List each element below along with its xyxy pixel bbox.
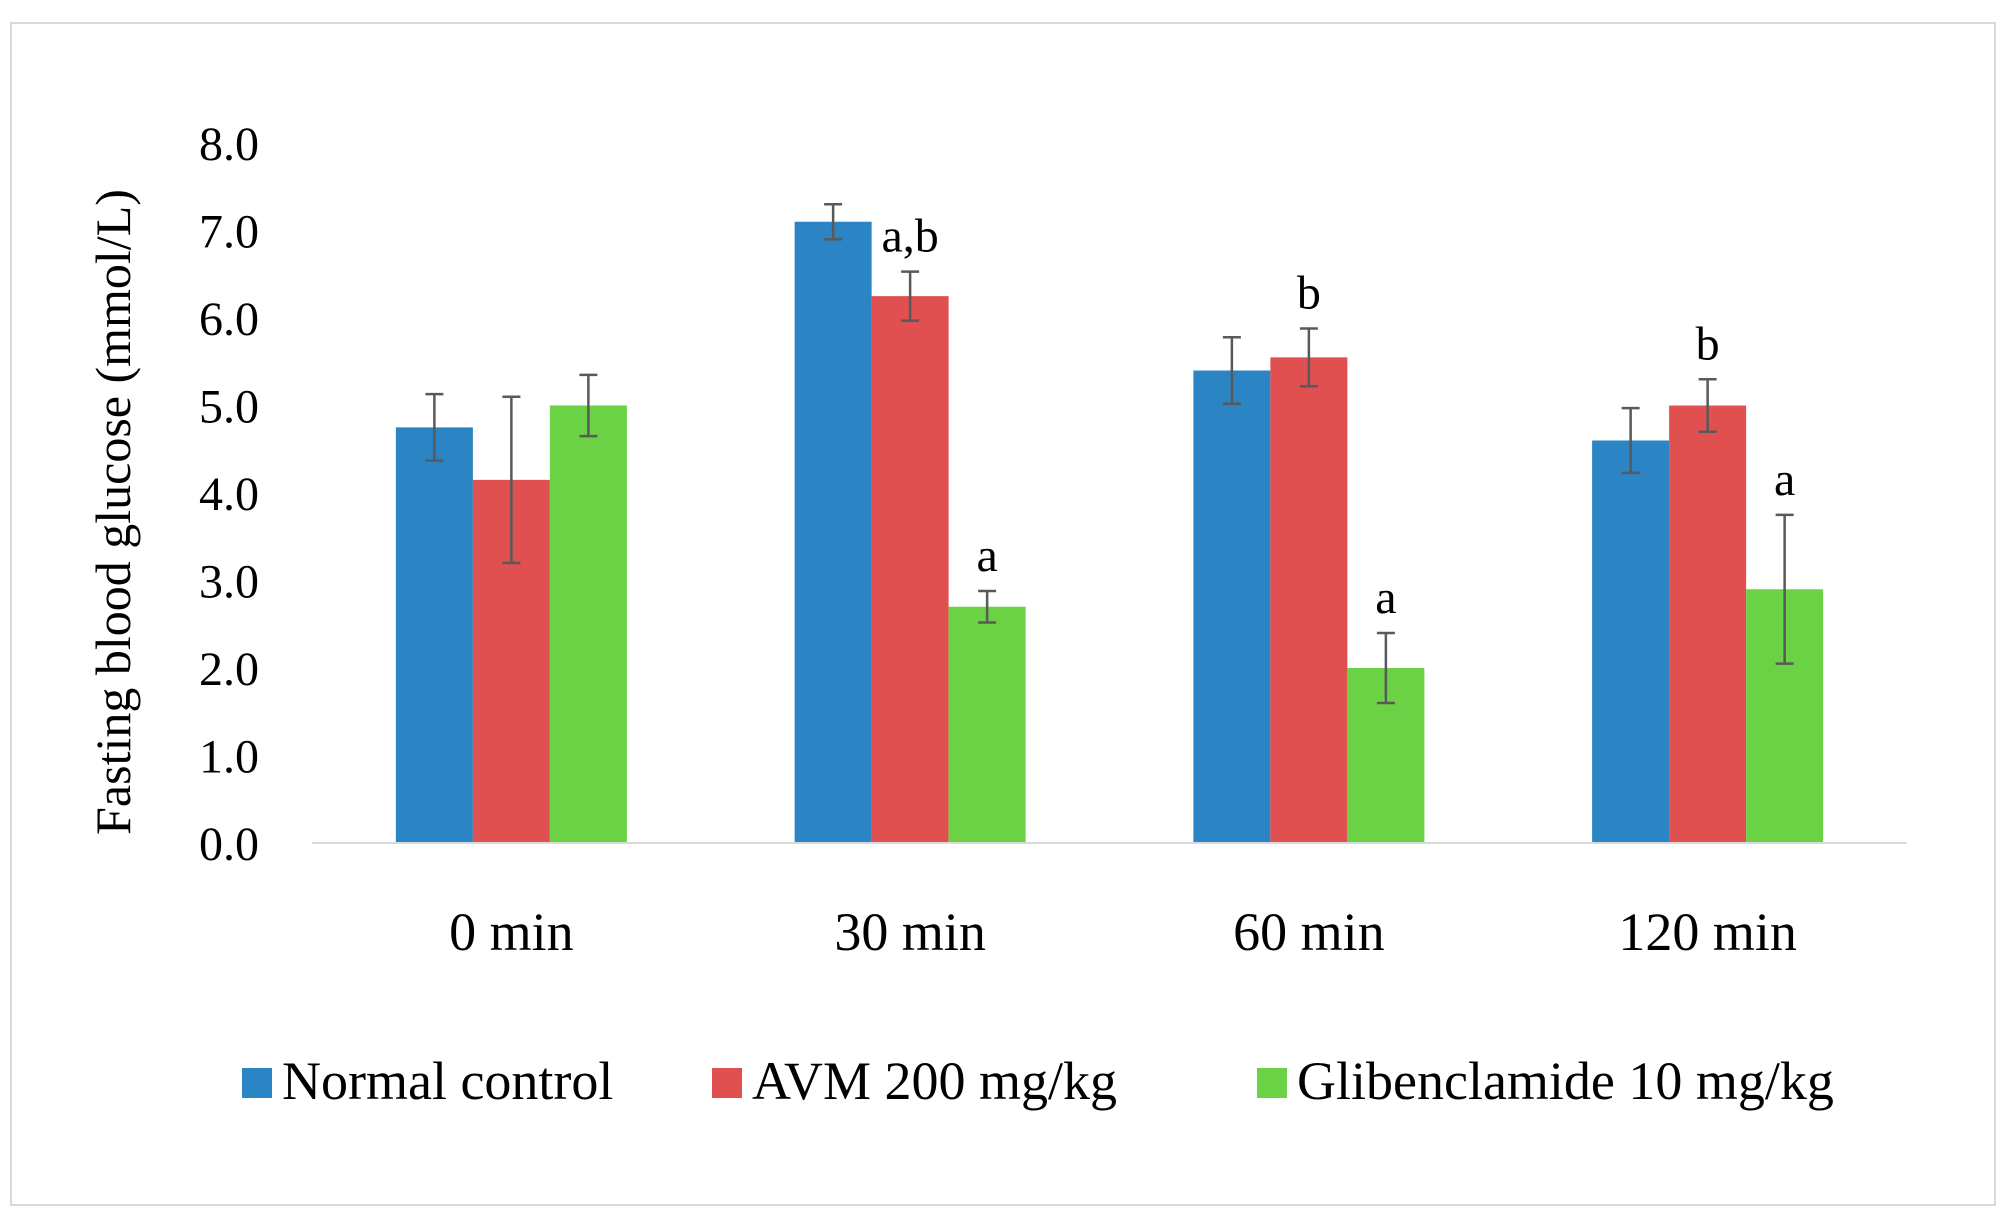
error-bar — [1376, 631, 1395, 705]
error-bar — [502, 395, 521, 565]
error-bar — [824, 203, 843, 241]
error-bar — [901, 270, 920, 322]
y-tick-label: 8.0 — [199, 118, 259, 171]
bar — [549, 405, 627, 843]
y-tick-label: 5.0 — [199, 381, 259, 434]
chart-frame: Fasting blood glucose (mmol/L) 0.0 1.0 2.0… — [10, 22, 1996, 1206]
bar — [1669, 405, 1747, 843]
x-tick-label: 60 min — [1233, 902, 1385, 962]
bar — [395, 427, 473, 843]
error-bar — [1698, 378, 1717, 433]
error-bar — [579, 373, 598, 438]
legend-label: Normal control — [282, 1051, 613, 1111]
error-bars-group — [425, 203, 1794, 705]
y-axis-ticks: 0.0 1.0 2.0 3.0 4.0 5.0 6.0 7.0 8.0 — [199, 118, 259, 871]
error-bar — [1222, 336, 1241, 405]
x-tick-label: 120 min — [1618, 902, 1797, 962]
x-axis-ticks: 0 min 30 min 60 min 120 min — [449, 902, 1797, 962]
y-tick-label: 3.0 — [199, 556, 259, 609]
significance-annotation: a — [1774, 453, 1795, 506]
y-tick-label: 2.0 — [199, 643, 259, 696]
legend-swatch — [1257, 1068, 1287, 1098]
x-tick-label: 30 min — [834, 902, 986, 962]
error-bar — [1775, 513, 1794, 665]
bar — [1592, 440, 1670, 843]
y-tick-label: 1.0 — [199, 731, 259, 784]
significance-annotation: b — [1297, 267, 1321, 320]
error-bar — [978, 589, 997, 624]
bar — [794, 221, 872, 843]
legend-swatch — [712, 1068, 742, 1098]
significance-annotation: a — [1375, 571, 1396, 624]
significance-annotation: a — [976, 529, 997, 582]
legend-label: AVM 200 mg/kg — [752, 1051, 1117, 1111]
y-tick-label: 6.0 — [199, 293, 259, 346]
bar-chart: Fasting blood glucose (mmol/L) 0.0 1.0 2.0… — [85, 118, 1907, 1111]
y-axis-label: Fasting blood glucose (mmol/L) — [85, 189, 141, 835]
x-tick-label: 0 min — [449, 902, 574, 962]
error-bar — [1299, 327, 1318, 388]
significance-annotation: b — [1696, 317, 1720, 370]
bar — [871, 296, 949, 843]
legend-swatch — [242, 1068, 272, 1098]
bar — [1193, 370, 1271, 843]
y-tick-label: 7.0 — [199, 206, 259, 259]
y-tick-label: 4.0 — [199, 468, 259, 521]
error-bar — [425, 392, 444, 462]
error-bar — [1621, 406, 1640, 475]
y-tick-label: 0.0 — [199, 818, 259, 871]
bar — [1270, 357, 1348, 843]
legend-label: Glibenclamide 10 mg/kg — [1297, 1051, 1834, 1111]
bars-group — [395, 221, 1824, 843]
significance-annotation: a,b — [881, 210, 938, 263]
bar — [948, 606, 1026, 843]
legend: Normal control AVM 200 mg/kg Glibenclamide… — [242, 1051, 1834, 1111]
annotations-group: a,b a b a b a — [881, 210, 1795, 624]
